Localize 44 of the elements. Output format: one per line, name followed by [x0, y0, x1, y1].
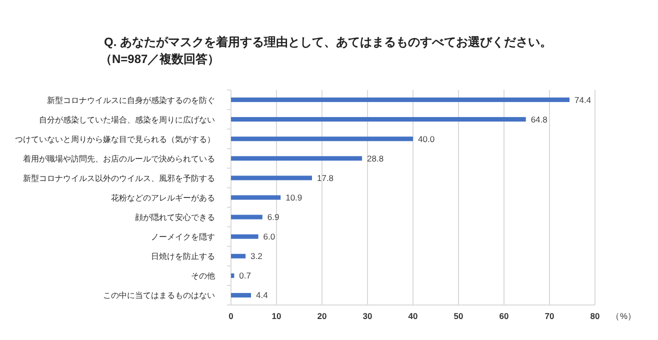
y-tick-label: 新型コロナウイルス以外のウイルス、風邪を予防する: [23, 174, 215, 183]
data-label: 74.4: [574, 94, 592, 105]
x-tick-label: 50: [454, 311, 464, 321]
y-tick-label: この中に当てはまるものはない: [103, 291, 215, 300]
bar: [231, 273, 234, 278]
x-tick-label: 70: [544, 311, 554, 321]
x-tick-label: 20: [317, 311, 327, 321]
chart-title: Q. あなたがマスクを着用する理由として、あてはまるものすべてお選びください。: [104, 35, 552, 49]
data-label: 3.2: [250, 251, 263, 262]
bar: [231, 234, 258, 239]
data-label: 17.8: [316, 172, 334, 183]
y-tick-label: その他: [191, 272, 215, 281]
data-label: 28.8: [367, 153, 384, 164]
x-tick-label: 40: [408, 311, 418, 321]
bar: [231, 156, 362, 161]
data-label: 6.9: [267, 212, 280, 222]
x-axis-title: （%）: [611, 311, 637, 321]
data-label: 6.0: [263, 232, 276, 242]
y-tick-label: 新型コロナウイルスに自身が感染するのを防ぐ: [47, 96, 215, 105]
y-tick-label: つけていないと周りから嫌な目で見られる（気がする）: [15, 134, 215, 144]
bar: [231, 117, 526, 122]
bar: [231, 98, 570, 102]
x-tick-label: 0: [228, 311, 234, 321]
data-label: 40.0: [418, 134, 435, 144]
bar: [231, 254, 246, 258]
data-label: 10.9: [286, 192, 302, 202]
bar: [231, 176, 312, 180]
data-label: 0.7: [239, 270, 252, 281]
bar: [231, 136, 413, 142]
y-tick-label: 着用が職場や訪問先、お店のルールで決められている: [23, 154, 215, 164]
y-tick-label: ノーメイクを隠す: [151, 232, 215, 242]
bar: [231, 292, 252, 298]
x-tick-label: 30: [362, 311, 372, 321]
y-tick-label: 自分が感染していた場合、感染を周りに広げない: [39, 115, 215, 124]
y-tick-label: 顔が隠れて安心できる: [135, 213, 215, 222]
x-tick-label: 80: [590, 311, 600, 321]
bar: [231, 214, 262, 220]
x-tick-label: 60: [499, 311, 509, 321]
x-tick-label: 10: [272, 311, 282, 321]
data-label: 4.4: [256, 290, 268, 300]
y-tick-label: 花粉などのアレルギーがある: [111, 194, 215, 202]
chart-subtitle: （N=987／複数回答）: [100, 52, 220, 66]
data-label: 64.8: [530, 114, 548, 124]
y-tick-label: 日焼けを防止する: [151, 252, 215, 262]
